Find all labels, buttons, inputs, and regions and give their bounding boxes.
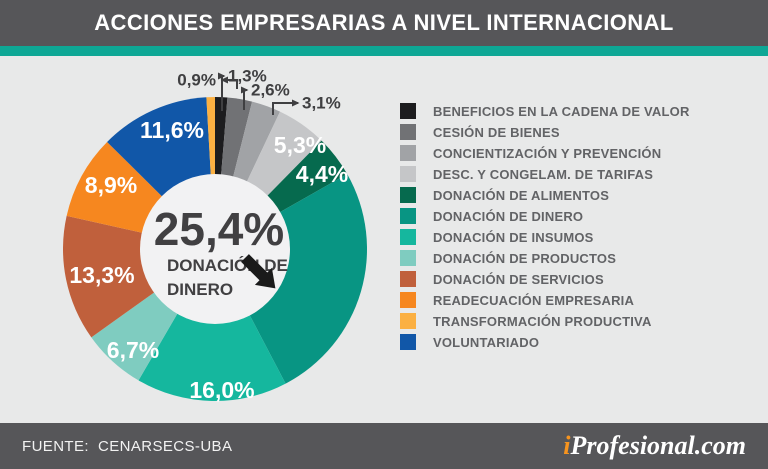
legend-item-10: TRANSFORMACIÓN PRODUCTIVA — [400, 313, 690, 329]
legend-label-11: VOLUNTARIADO — [433, 334, 540, 350]
legend-swatch-1 — [400, 124, 416, 140]
legend-swatch-10 — [400, 313, 416, 329]
legend-label-3: DESC. Y CONGELAM. DE TARIFAS — [433, 166, 654, 182]
chart-area: 1,3% 2,6% 3,1% 5,3% 4,4% 16,0% 6,7% 13,3% 8,9% 11… — [0, 56, 768, 423]
legend-item-2: CONCIENTIZACIÓN Y PREVENCIÓN — [400, 145, 690, 161]
legend-label-1: CESIÓN DE BIENES — [433, 124, 560, 140]
slice-percent-label: 13,3% — [69, 262, 134, 288]
pie-slice-6 — [138, 249, 286, 402]
legend-label-8: DONACIÓN DE SERVICIOS — [433, 271, 604, 287]
legend-item-5: DONACIÓN DE DINERO — [400, 208, 690, 224]
legend-item-6: DONACIÓN DE INSUMOS — [400, 229, 690, 245]
pie-slice-5 — [215, 173, 368, 384]
legend-swatch-9 — [400, 292, 416, 308]
slice-percent-label: 6,7% — [107, 337, 159, 363]
page-title: ACCIONES EMPRESARIAS A NIVEL INTERNACION… — [94, 10, 674, 35]
donut-chart: 1,3%2,6% 3,1% 5,3% 4,4% 16,0% 6,7% 13,3% 8,9% 11… — [62, 67, 368, 404]
legend-item-0: BENEFICIOS EN LA CADENA DE VALOR — [400, 103, 690, 119]
legend-item-11: VOLUNTARIADO — [400, 334, 690, 350]
slice-percent-label: 5,3% — [274, 132, 326, 158]
header-bar: ACCIONES EMPRESARIAS A NIVEL INTERNACION… — [0, 0, 768, 46]
center-label-line2: DINERO — [167, 280, 233, 299]
slice-percent-label: 1,3% — [228, 67, 267, 86]
legend-label-7: DONACIÓN DE PRODUCTOS — [433, 250, 617, 266]
legend-swatch-8 — [400, 271, 416, 287]
legend-swatch-2 — [400, 145, 416, 161]
slice-percent-label: 0,9% — [177, 71, 216, 90]
legend-label-0: BENEFICIOS EN LA CADENA DE VALOR — [433, 103, 690, 119]
legend-label-4: DONACIÓN DE ALIMENTOS — [433, 187, 610, 203]
slice-labels: 1,3%2,6% 3,1% 5,3% 4,4% 16,0% 6,7% 13,3% 8,9% 11… — [69, 67, 348, 404]
legend-label-10: TRANSFORMACIÓN PRODUCTIVA — [433, 313, 652, 329]
legend-swatch-7 — [400, 250, 416, 266]
legend-swatch-5 — [400, 208, 416, 224]
callout-lines — [218, 72, 300, 115]
accent-stripe — [0, 46, 768, 56]
legend-label-5: DONACIÓN DE DINERO — [433, 208, 584, 224]
donut-hole — [140, 174, 290, 324]
legend-item-1: CESIÓN DE BIENES — [400, 124, 690, 140]
legend-swatch-3 — [400, 166, 416, 182]
brand-logo-prefix: i — [563, 431, 571, 460]
callout-line — [220, 76, 238, 89]
legend-swatch-4 — [400, 187, 416, 203]
slice-percent-label: 4,4% — [296, 161, 348, 187]
brand-logo: iProfesional.com — [563, 431, 746, 461]
callout-line — [272, 99, 300, 115]
slice-percent-label: 3,1% — [302, 94, 341, 113]
legend-item-9: READECUACIÓN EMPRESARIA — [400, 292, 690, 308]
source-text: FUENTE: CENARSECS-UBA — [22, 438, 232, 455]
slice-percent-label: 16,0% — [189, 377, 254, 403]
source-label: FUENTE: — [22, 437, 89, 455]
slice-percent-label: 8,9% — [85, 172, 137, 198]
brand-logo-rest: Profesional.com — [570, 431, 747, 460]
center-value: 25,4% — [154, 203, 284, 255]
legend-swatch-11 — [400, 334, 416, 350]
legend-item-7: DONACIÓN DE PRODUCTOS — [400, 250, 690, 266]
legend-label-2: CONCIENTIZACIÓN Y PREVENCIÓN — [433, 145, 662, 161]
legend-item-8: DONACIÓN DE SERVICIOS — [400, 271, 690, 287]
slice-percent-label: 2,6% — [251, 81, 290, 100]
callout-line — [241, 86, 249, 110]
legend: BENEFICIOS EN LA CADENA DE VALOR CESIÓN D… — [400, 103, 690, 355]
legend-item-4: DONACIÓN DE ALIMENTOS — [400, 187, 690, 203]
legend-swatch-0 — [400, 103, 416, 119]
arrow-down-right-icon — [241, 254, 276, 289]
legend-label-9: READECUACIÓN EMPRESARIA — [433, 292, 635, 308]
slice-percent-label: 11,6% — [140, 117, 204, 143]
source-value: CENARSECS-UBA — [97, 437, 233, 455]
legend-item-3: DESC. Y CONGELAM. DE TARIFAS — [400, 166, 690, 182]
legend-label-6: DONACIÓN DE INSUMOS — [433, 229, 594, 245]
legend-swatch-6 — [400, 229, 416, 245]
callout-line — [218, 72, 226, 111]
center-label-group: 25,4% DONACIÓN DE DINERO — [154, 203, 288, 299]
footer-bar: FUENTE: CENARSECS-UBA iProfesional.com — [0, 423, 768, 469]
